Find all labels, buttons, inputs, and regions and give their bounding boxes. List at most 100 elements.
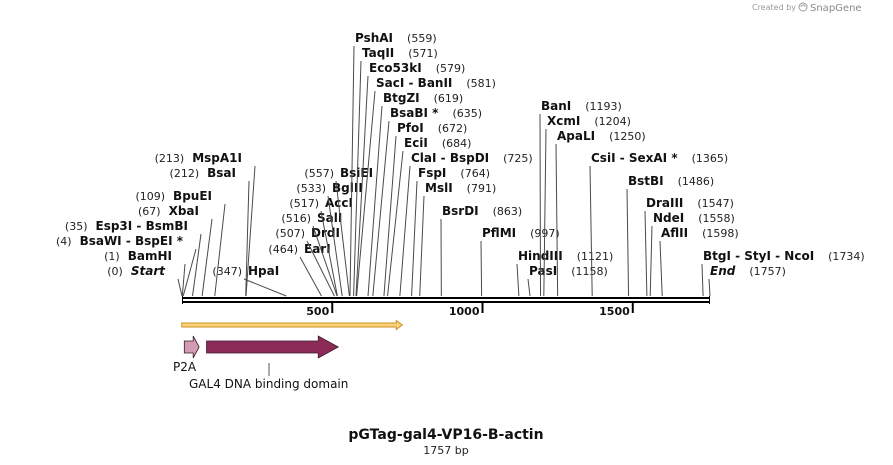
site-position: (725) [503, 152, 533, 165]
site-taqii[interactable]: (571) TaqII [353, 46, 438, 297]
site-bsai[interactable]: (212) BsaI [170, 166, 250, 297]
site-csii-sexai[interactable]: (1365) CsiI - SexAI * [589, 151, 728, 297]
site-msli[interactable]: (791) MslI [419, 181, 497, 297]
site-name-part: PfoI [397, 121, 424, 135]
site-name-part: BglII [332, 181, 363, 195]
site-name-part: Start [131, 264, 166, 278]
site-leader [182, 248, 197, 297]
site-bglii[interactable]: (533) BglII [296, 181, 363, 297]
site-name: ClaI - BspDI [411, 151, 489, 165]
site-leader [419, 195, 425, 297]
snapgene-credit[interactable]: Created by SnapGene [752, 2, 862, 14]
site-position: (213) [155, 152, 185, 165]
site-position: (1204) [594, 115, 631, 128]
site-position: (619) [434, 92, 464, 105]
site-bsabi[interactable]: (635) BsaBI * [372, 106, 482, 297]
tick-label: 1500 [599, 305, 630, 318]
site-position: (517) [289, 197, 319, 210]
site-name: EarI [304, 242, 331, 256]
site-name: BsaWI - BspEI * [80, 234, 184, 248]
site-saci-banii[interactable]: (581) SacI - BanII [356, 76, 496, 297]
site-leader [214, 203, 226, 297]
site-apali[interactable]: (1250) ApaLI [555, 129, 646, 297]
site-bsrdi[interactable]: (863) BsrDI [440, 204, 523, 297]
site-position: (35) [65, 220, 88, 233]
site-position: (684) [442, 137, 472, 150]
site-sali[interactable]: (516) SalI [281, 211, 342, 297]
site-name: SalI [317, 211, 342, 225]
site-position: (516) [281, 212, 311, 225]
site-name-part: End [710, 264, 736, 278]
site-leader [192, 233, 202, 297]
site-eco53ki[interactable]: (579) Eco53kI [355, 61, 465, 297]
site-pshai[interactable]: (559) PshAI [349, 31, 437, 297]
site-btgzi[interactable]: (619) BtgZI [367, 91, 464, 297]
site-leader [327, 195, 343, 297]
site-start[interactable]: (0) Start [107, 264, 183, 297]
site-name: PflMI [482, 226, 516, 240]
site-btgi-styi-ncoi[interactable]: (1734) BtgI - StyI - NcoI [701, 249, 865, 297]
site-fspi[interactable]: (764) FspI [411, 166, 490, 297]
site-leader [539, 113, 542, 297]
site-name: ApaLI [557, 129, 595, 143]
scale-ticks: 500 1000 1500 [306, 303, 634, 318]
site-name: Esp3I - BsmBI [96, 219, 189, 233]
feature-p2a[interactable]: P2A [173, 335, 200, 374]
site-name-part: BanII [418, 76, 453, 90]
site-hpai[interactable]: (347) HpaI [212, 264, 287, 297]
site-position: (533) [296, 182, 326, 195]
site-name-part: BtgI [703, 249, 731, 263]
site-clai-bspdi[interactable]: (725) ClaI - BspDI [399, 151, 533, 297]
site-leader [312, 225, 338, 297]
site-aflii[interactable]: (1598) AflII [659, 226, 739, 297]
site-position: (863) [493, 205, 523, 218]
site-name-part: Esp3I [96, 219, 133, 233]
name-separator: - [771, 249, 784, 263]
site-mspa1i[interactable]: (213) MspA1I [155, 151, 256, 297]
site-name-part: EarI [304, 242, 331, 256]
site-position: (0) [107, 265, 123, 278]
site-end[interactable]: (1757) End [708, 264, 786, 297]
site-eari[interactable]: (464) EarI [268, 242, 331, 297]
site-name: BpuEI [173, 189, 212, 203]
site-name-part: NdeI [653, 211, 684, 225]
site-leader [201, 218, 213, 297]
site-draiii[interactable]: (1547) DraIII [644, 196, 734, 297]
site-name-part: BsiEI [340, 166, 373, 180]
site-bsiei[interactable]: (557) BsiEI [304, 166, 373, 297]
site-esp3i-bsmbi[interactable]: (35) Esp3I - BsmBI [65, 219, 202, 297]
site-bani[interactable]: (1193) BanI [539, 99, 622, 297]
site-bstbi[interactable]: (1486) BstBI [626, 174, 715, 297]
site-pasi[interactable]: (1158) PasI [527, 264, 608, 297]
feature-gal4-dna-binding-domain[interactable]: GAL4 DNA binding domain [189, 335, 348, 391]
site-xbai[interactable]: (67) XbaI [138, 204, 213, 297]
site-bsawi-bspei[interactable]: (4) BsaWI - BspEI * [56, 234, 197, 297]
name-separator: - [436, 151, 449, 165]
site-name-part: StyI [744, 249, 771, 263]
site-position: (464) [268, 243, 298, 256]
site-bpuei[interactable]: (109) BpuEI [135, 189, 226, 297]
site-name-part: BsaBI * [390, 106, 439, 120]
site-ecii[interactable]: (684) EciI [387, 136, 472, 297]
site-pflmi[interactable]: (997)PflMI [480, 226, 560, 297]
site-leader [383, 135, 397, 297]
orf-arrow[interactable] [181, 319, 404, 331]
site-name: HpaI [248, 264, 279, 278]
site-pfoi[interactable]: (672) PfoI [383, 121, 467, 297]
site-xcmi[interactable]: (1204) XcmI [543, 114, 631, 297]
site-name: Eco53kI [369, 61, 422, 75]
site-position: (1486) [678, 175, 715, 188]
site-name-part: PasI [529, 264, 557, 278]
site-leader [626, 188, 630, 297]
site-bamhi[interactable]: (1) BamHI [104, 249, 186, 297]
site-name: SacI - BanII [376, 76, 452, 90]
restriction-sites: (0) Start(1) BamHI(4) BsaWI - BspEI *(35) Es… [56, 31, 865, 297]
site-leader [701, 263, 704, 297]
site-name-part: BanI [541, 99, 571, 113]
site-ndei[interactable]: (1558) NdeI [649, 211, 735, 297]
feature-label: P2A [173, 360, 197, 374]
site-position: (1158) [571, 265, 608, 278]
site-position: (212) [170, 167, 200, 180]
feature-arrow [183, 335, 200, 359]
site-leader [243, 278, 287, 297]
